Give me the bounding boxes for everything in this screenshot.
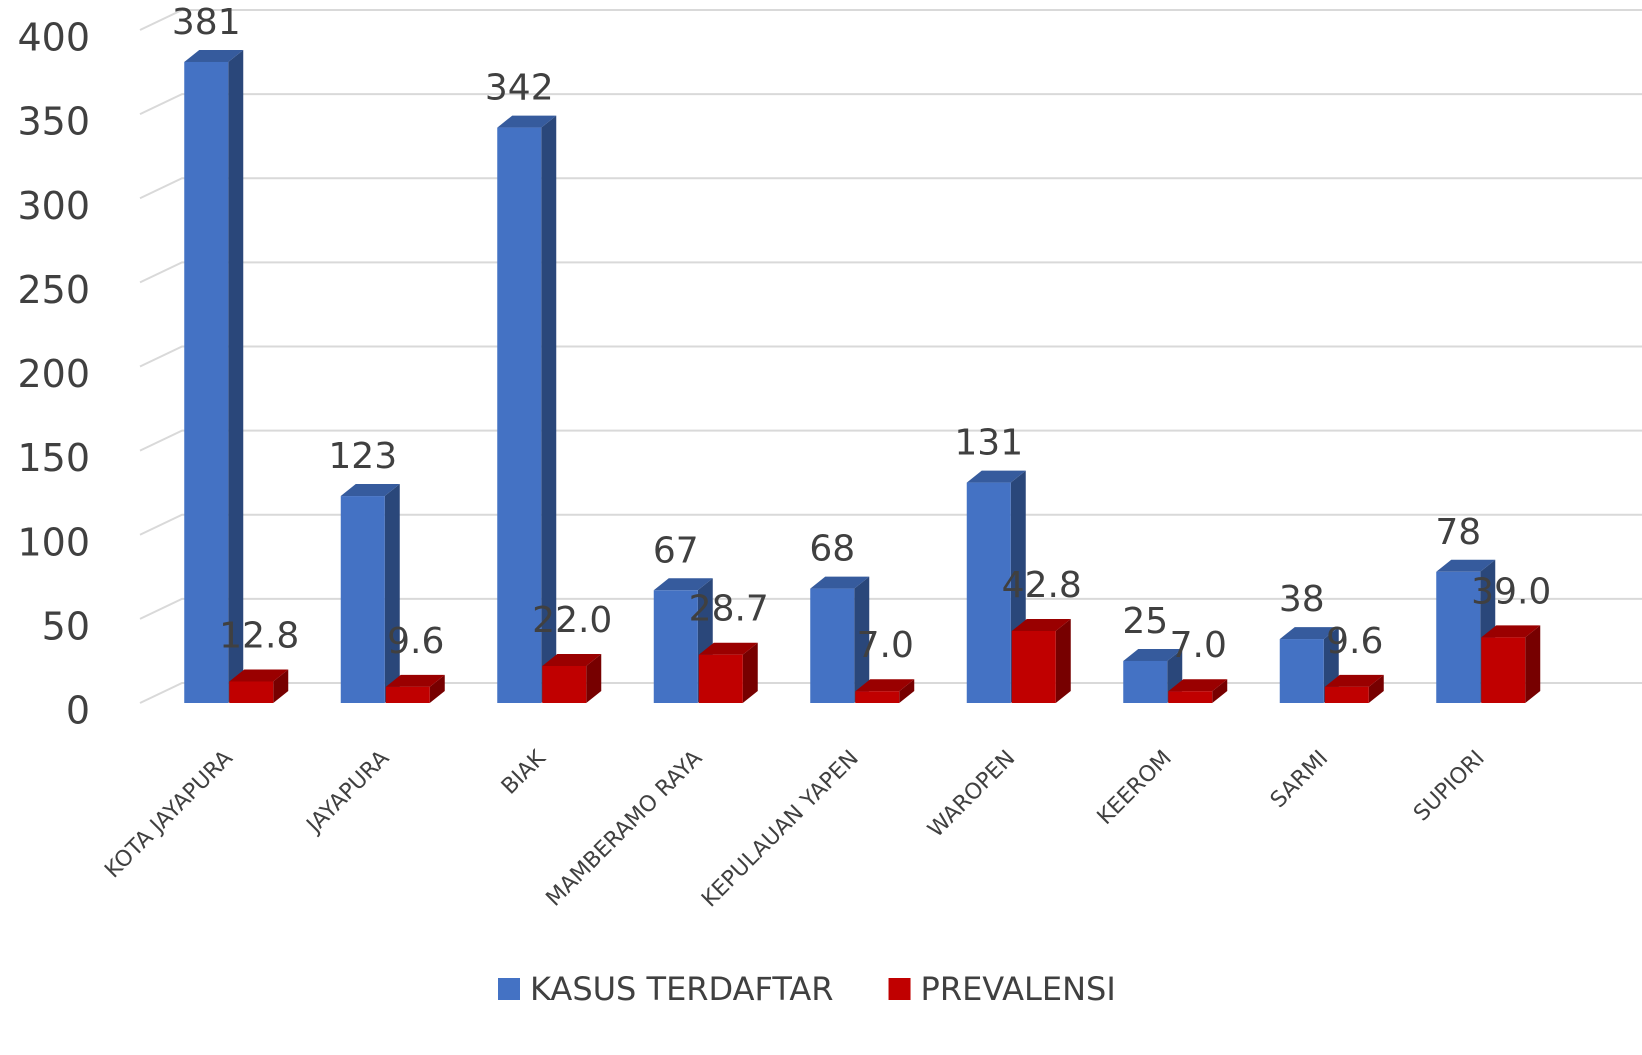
bar-side [541,115,557,703]
x-tick-label: KEEROM [1093,746,1177,830]
bar [184,61,229,703]
data-label: 39.0 [1471,571,1551,612]
legend-label: PREVALENSI [921,970,1116,1008]
bar [1279,639,1324,703]
legend-swatch [888,978,911,1000]
data-label: 25 [1122,601,1168,642]
bar-top [966,470,1026,483]
x-tick-label: BIAK [497,745,551,799]
bar [1011,630,1056,703]
bar [1168,691,1213,703]
bar [1481,637,1526,703]
data-label: 9.6 [387,621,444,662]
x-tick-label: WAROPEN [923,746,1020,843]
bar-side [1525,625,1541,703]
data-label: 381 [172,2,241,43]
bar-side [586,653,602,703]
y-tick-label: 150 [17,436,90,480]
bar [653,590,698,703]
bar [340,496,385,703]
y-tick-label: 50 [42,604,90,648]
data-label: 68 [809,529,855,570]
bar-top [855,679,915,692]
bar-side [228,49,244,703]
bar [966,482,1011,703]
data-label: 78 [1435,512,1481,553]
grid-line [139,429,1642,452]
bar [542,665,587,703]
bar-top [1279,627,1339,640]
legend-swatch [498,978,520,1000]
bar-side [1055,618,1071,703]
bar-side [742,642,758,703]
bar-top [229,669,289,682]
bar [1123,660,1168,703]
y-tick-label: 0 [66,689,90,733]
y-tick-label: 250 [17,268,90,312]
data-label: 131 [954,423,1023,464]
grid-line [139,345,1642,368]
bar-top [653,578,713,591]
bar-top [184,49,244,62]
bar [1436,571,1481,703]
bar-top [542,653,602,666]
bar-top [698,642,758,655]
bar-side [899,679,915,703]
bar-top [1011,618,1071,631]
bar [698,654,743,703]
bar-top [1436,559,1496,572]
bar-top [1123,648,1183,661]
bar [810,588,855,703]
y-tick-label: 100 [17,520,90,564]
data-label: 9.6 [1326,621,1383,662]
bar [855,691,900,703]
bar [385,686,430,703]
data-label: 67 [653,530,699,571]
bar-top [385,674,445,687]
bar-top [340,484,400,497]
bar-top [1168,679,1228,692]
grid-line [139,177,1642,200]
x-tick-label: KEPULAUAN YAPEN [697,746,864,913]
bar [229,681,274,703]
bar [1324,686,1369,703]
grid-line [139,513,1642,536]
bar-top [1481,625,1541,638]
data-label: 7.0 [1170,625,1227,666]
y-tick-label: 300 [17,184,90,228]
bar-side [1368,674,1384,703]
data-label: 7.0 [857,625,914,666]
bar-top [810,576,870,589]
data-label: 42.8 [1002,565,1082,606]
y-tick-label: 200 [17,352,90,396]
bar [497,127,542,703]
x-tick-label: KOTA JAYAPURA [100,746,237,883]
x-tick-label: SUPIORI [1409,746,1490,827]
x-tick-label: SARMI [1266,746,1333,813]
legend-label: KASUS TERDAFTAR [530,970,834,1008]
grid-line [139,597,1642,620]
data-label: 22.0 [532,600,612,641]
grid-line [139,93,1642,116]
data-label: 123 [328,436,397,477]
bar-top [1324,674,1384,687]
bar-side [1212,679,1228,703]
y-tick-label: 350 [17,100,90,144]
data-label: 342 [485,68,554,109]
bar-top [497,115,557,128]
y-tick-label: 400 [17,16,90,60]
x-tick-label: JAYAPURA [301,746,394,839]
data-label: 28.7 [689,589,769,630]
bar-side [429,674,445,703]
bar-side [854,576,870,703]
data-label: 12.8 [219,615,299,656]
x-tick-label: MAMBERAMO RAYA [542,746,708,912]
grid-line [139,261,1642,284]
bar-side [273,669,289,703]
bar-side [384,484,400,703]
data-label: 38 [1279,579,1325,620]
grid-line [139,9,1642,31]
